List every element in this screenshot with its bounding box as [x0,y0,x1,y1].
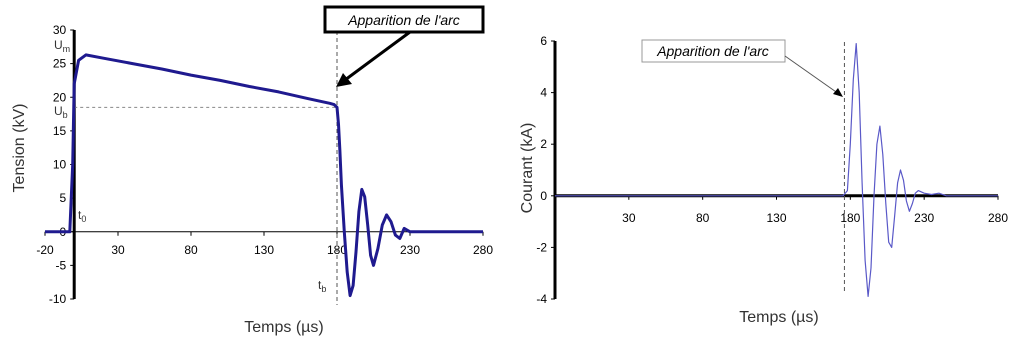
arc-annotation-arrowhead [833,88,843,97]
y-tick-label: 25 [53,57,67,71]
y-tick-label: -4 [536,292,547,306]
y-ticks: 6 4 2 0 -2 -4 [536,34,555,306]
y-tick-label: 4 [540,86,547,100]
y-tick-label: 30 [53,23,67,37]
voltage-series-line [45,53,483,298]
arc-annotation-arrow [344,30,411,82]
x-tick-label: 30 [111,243,125,257]
x-tick-label: 230 [914,211,934,225]
x-tick-label: 130 [766,211,786,225]
y-tick-label: -10 [49,292,67,306]
x-tick-label: 180 [840,211,860,225]
y-axis-title: Tension (kV) [11,104,28,193]
y-axis-title: Courant (kA) [519,123,536,214]
arc-annotation-box [323,5,485,34]
arc-annotation-text: Apparition de l'arc [347,12,460,28]
y-tick-label: -2 [536,240,547,254]
x-tick-label: 80 [184,243,198,257]
t0-label: t0 [78,208,86,224]
y-tick-label: 6 [540,34,547,48]
x-ticks: -20 30 80 130 180 230 280 [36,231,493,257]
arc-annotation-box [641,39,786,63]
x-tick-label: 230 [400,243,420,257]
um-label: Um [54,38,70,54]
tb-label: tb [318,278,326,294]
x-ticks: 30 80 130 180 230 280 [622,195,1008,225]
x-tick-label: 30 [622,211,636,225]
current-chart: 30 80 130 180 230 280 6 4 2 0 -2 -4 Temps (µs) Cou… [519,34,1008,326]
ub-label: Ub [54,104,68,120]
arc-annotation-arrowhead [336,73,352,87]
x-tick-label: 280 [473,243,493,257]
y-tick-label: 2 [540,137,547,151]
y-tick-label: 20 [53,90,67,104]
x-axis-title: Temps (µs) [244,319,323,336]
y-tick-label: -5 [56,258,67,272]
arc-annotation-text: Apparition de l'arc [656,43,769,59]
current-series-line [555,43,998,297]
x-tick-label: 130 [254,243,274,257]
x-tick-label: 280 [988,211,1008,225]
arc-annotation-arrow [784,55,840,95]
y-tick-label: 10 [53,158,67,172]
y-tick-label: 0 [540,189,547,203]
x-tick-label: 80 [696,211,710,225]
y-tick-label: 5 [60,191,67,205]
x-axis-title: Temps (µs) [739,309,818,326]
x-tick-label: -20 [36,243,54,257]
y-tick-label: 15 [53,124,67,138]
